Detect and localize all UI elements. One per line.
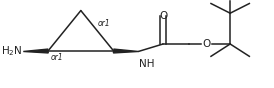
Text: O: O [159, 11, 167, 21]
Text: or1: or1 [97, 19, 110, 28]
Text: or1: or1 [51, 53, 63, 62]
Polygon shape [113, 49, 138, 53]
Text: H$_2$N: H$_2$N [1, 45, 23, 58]
Text: O: O [203, 39, 211, 49]
Polygon shape [23, 49, 48, 53]
Text: NH: NH [139, 59, 155, 69]
